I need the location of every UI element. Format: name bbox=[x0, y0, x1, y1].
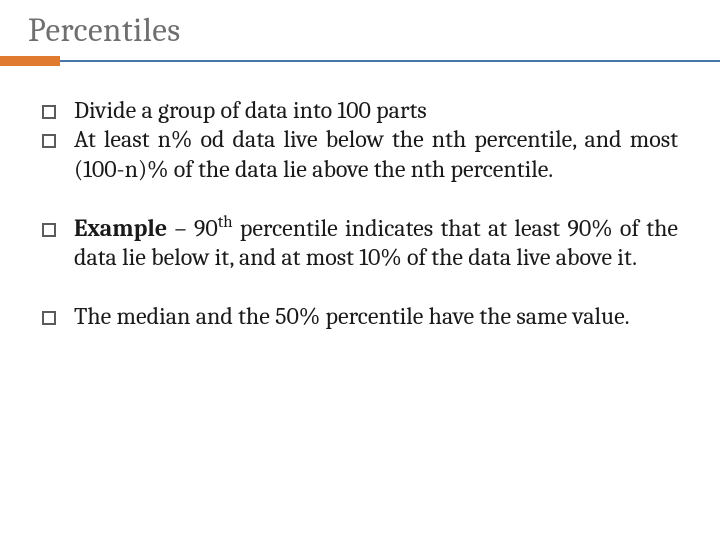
bullet-marker-icon bbox=[42, 105, 56, 119]
bullet-row: The median and the 50% percentile have t… bbox=[42, 302, 678, 331]
slide-title: Percentiles bbox=[0, 0, 720, 56]
spacer bbox=[42, 184, 678, 214]
bullet-text: Example – 90th percentile indicates that… bbox=[74, 214, 678, 273]
bullet-text: Divide a group of data into 100 parts bbox=[74, 96, 427, 125]
bullet-text: At least n% od data live below the nth p… bbox=[74, 125, 678, 184]
bullet-marker-icon bbox=[42, 134, 56, 148]
slide: Percentiles Divide a group of data into … bbox=[0, 0, 720, 540]
bullet-text: The median and the 50% percentile have t… bbox=[74, 302, 630, 331]
bullet-row: Example – 90th percentile indicates that… bbox=[42, 214, 678, 273]
rule-line bbox=[60, 60, 720, 62]
title-rule bbox=[0, 56, 720, 66]
rule-accent bbox=[0, 56, 60, 66]
spacer bbox=[42, 272, 678, 302]
bullet-row: At least n% od data live below the nth p… bbox=[42, 125, 678, 184]
bullet-marker-icon bbox=[42, 223, 56, 237]
bullet-marker-icon bbox=[42, 311, 56, 325]
content-area: Divide a group of data into 100 partsAt … bbox=[0, 66, 720, 332]
bullet-row: Divide a group of data into 100 parts bbox=[42, 96, 678, 125]
